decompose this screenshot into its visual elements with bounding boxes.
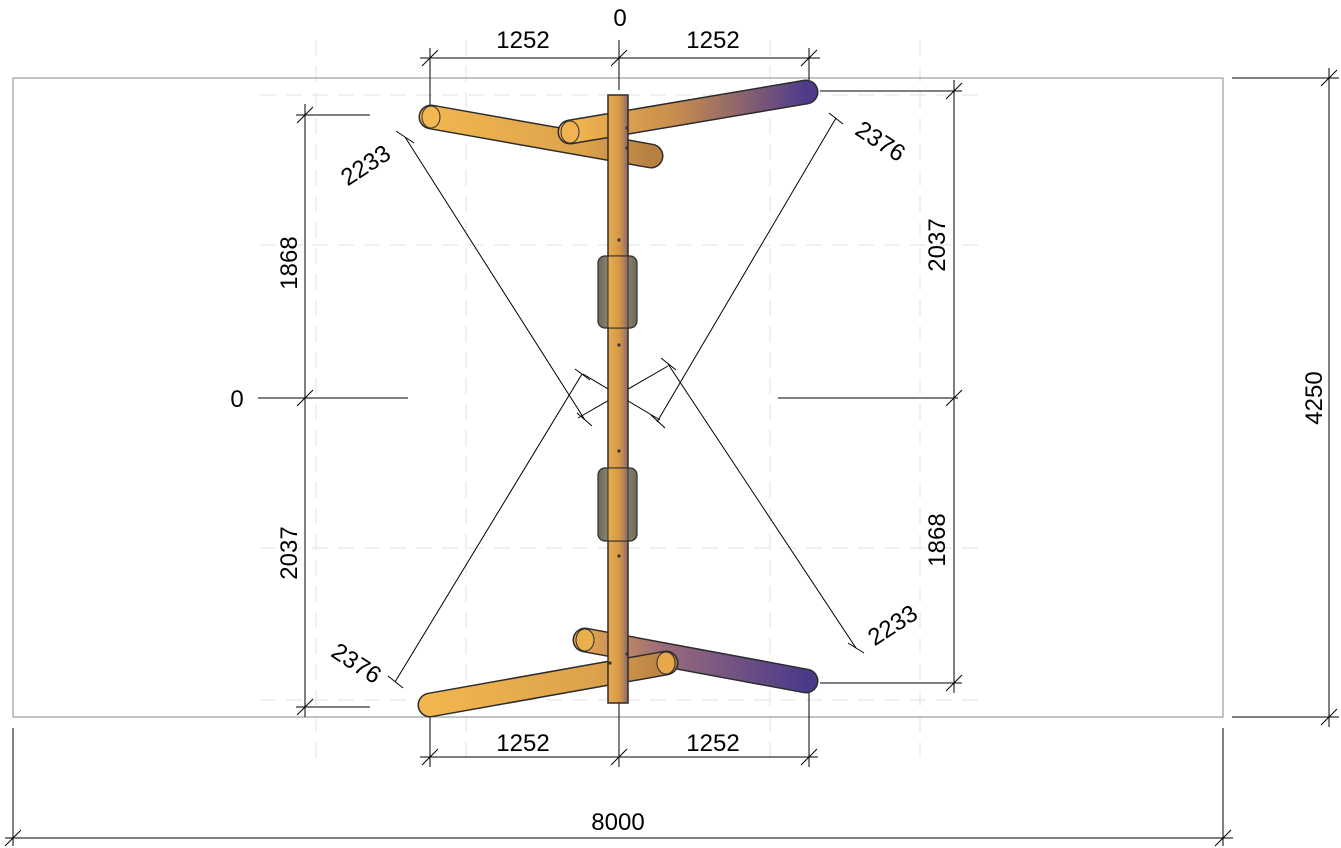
label-left-lower: 2037 xyxy=(276,526,303,579)
label-bottom-right: 1252 xyxy=(686,730,739,757)
label-overall-height: 4250 xyxy=(1301,371,1328,424)
label-diag-bottom-right: 2233 xyxy=(863,600,922,652)
label-overall-width: 8000 xyxy=(591,809,644,836)
label-right-upper: 2037 xyxy=(924,218,951,271)
overall-width-dimension xyxy=(4,728,1233,847)
background-grid xyxy=(260,40,980,760)
right-dimension-chain xyxy=(820,80,963,693)
label-top-right: 1252 xyxy=(686,27,739,54)
seat-pads xyxy=(597,255,638,542)
overall-height-dimension xyxy=(1232,68,1339,727)
log-bottom-left xyxy=(417,650,679,718)
bottom-dimension-chain xyxy=(420,690,818,767)
label-bottom-left: 1252 xyxy=(496,730,549,757)
left-dimension-chain xyxy=(296,104,370,717)
label-diag-top-right: 2376 xyxy=(850,116,909,168)
central-post xyxy=(607,94,629,704)
label-diag-bottom-left: 2376 xyxy=(326,638,385,690)
log-top-right xyxy=(557,79,819,145)
label-left-upper: 1868 xyxy=(276,236,303,289)
label-right-lower: 1868 xyxy=(924,513,951,566)
label-top-left: 1252 xyxy=(496,27,549,54)
diagonal-lines xyxy=(387,112,865,689)
label-left-origin: 0 xyxy=(230,386,243,413)
label-diag-top-left: 2233 xyxy=(336,140,395,192)
top-dimension-chain xyxy=(420,40,820,108)
label-top-origin: 0 xyxy=(613,5,626,32)
site-boundary xyxy=(12,77,1224,718)
